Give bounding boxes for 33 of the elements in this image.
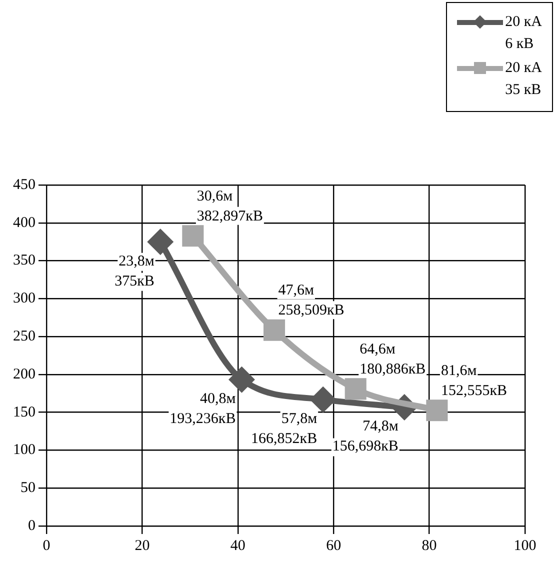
point	[230, 368, 254, 392]
x-tick-label: 0	[42, 538, 50, 554]
y-tick-label: 100	[13, 442, 36, 458]
legend-label: 20 кА 35 кВ	[505, 59, 542, 100]
point	[182, 225, 204, 247]
y-tick-label: 0	[28, 518, 36, 534]
annotation: 30,6м 382,897кВ	[196, 188, 263, 224]
annotation: 81,6м 152,555кВ	[440, 362, 508, 399]
annotation: 47,6м 258,509кВ	[278, 282, 344, 319]
y-tick-label: 350	[13, 252, 36, 269]
legend-label: 20 кА 6 кВ	[505, 13, 542, 54]
point	[311, 388, 336, 412]
x-tick-label: 60	[326, 538, 342, 554]
x-tick-label: 80	[422, 538, 437, 554]
annotation: 23,8м 375кВ	[114, 253, 155, 290]
point	[148, 230, 172, 254]
x-tick-label: 40	[230, 538, 246, 554]
y-tick-label: 300	[13, 290, 36, 307]
y-tick-label: 400	[13, 214, 36, 231]
annotation: 40,8м 193,236кВ	[170, 391, 236, 428]
annotation: 74,8м 156,698кВ	[332, 418, 399, 455]
y-tick-label: 200	[13, 366, 36, 382]
annotation: 64,6м 180,886кВ	[360, 341, 426, 378]
x-tick-label: 100	[514, 538, 536, 554]
y-tick-label: 250	[13, 328, 36, 344]
point	[344, 378, 366, 400]
point	[426, 400, 448, 422]
point	[263, 319, 286, 341]
y-tick-label: 50	[20, 480, 36, 496]
y-tick-label: 150	[13, 404, 36, 420]
annotation: 57,8м 166,852кВ	[251, 411, 318, 447]
y-tick-label: 450	[13, 176, 36, 193]
x-tick-label: 20	[134, 538, 150, 554]
